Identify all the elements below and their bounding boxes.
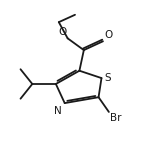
Text: Br: Br	[110, 113, 122, 123]
Text: O: O	[104, 30, 113, 40]
Text: O: O	[58, 27, 66, 37]
Text: S: S	[104, 73, 111, 83]
Text: N: N	[54, 106, 62, 116]
